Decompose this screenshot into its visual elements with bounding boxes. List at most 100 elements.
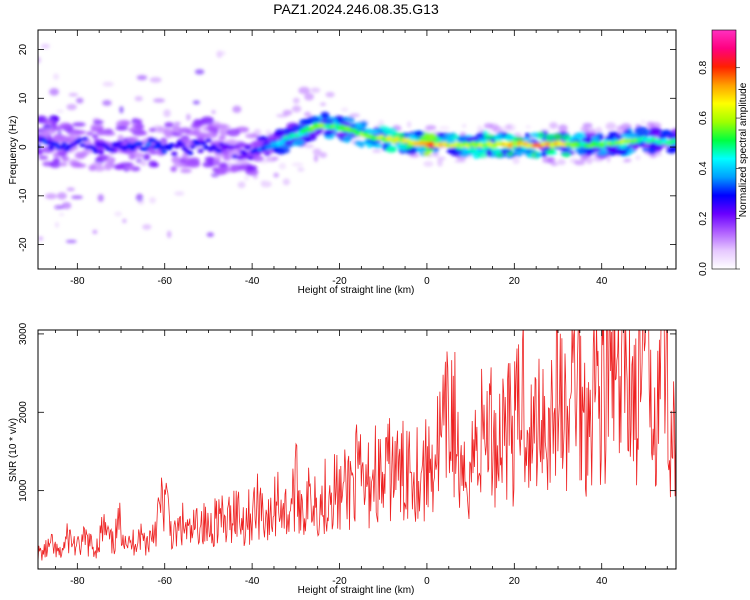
spectrogram-speckle (114, 211, 123, 217)
spectrogram-ridge-cell (228, 144, 236, 150)
spectrogram-speckle (616, 125, 624, 132)
spectrogram-speckle (291, 105, 302, 113)
spectrogram-cell (501, 148, 512, 153)
spectrogram-cell (172, 124, 181, 133)
spectrogram-cell (206, 131, 218, 139)
spectrogram-cell (42, 128, 57, 135)
spectrogram-ridge-cell (95, 142, 102, 147)
spectrogram-cell (524, 132, 531, 139)
spectrogram-cell (552, 133, 563, 140)
colorbar-tick-label: 0.0 (698, 262, 709, 276)
spectrogram-speckle (580, 155, 588, 161)
spectrogram-cell (322, 131, 333, 137)
spectrogram-ridge-cell (61, 142, 68, 147)
spectrogram-cell (51, 126, 63, 131)
spectrogram-cell (517, 149, 529, 155)
spectrogram-ridge-cell (47, 145, 55, 150)
spectrogram-xtick-label: 20 (509, 276, 521, 287)
spectrogram-ridge-cell (126, 143, 133, 148)
spectrogram-speckle (318, 152, 328, 158)
spectrogram-speckle (454, 159, 466, 163)
spectrogram-speckle (53, 73, 60, 80)
spectrogram-speckle (312, 148, 322, 156)
spectrogram-speckle (483, 122, 494, 129)
spectrogram-speckle (557, 159, 566, 166)
snr-ylabel: SNR (10 * v/v) (8, 418, 19, 482)
spectrogram-cells (38, 43, 676, 244)
spectrogram-speckle (550, 162, 558, 167)
spectrogram-xtick-label: -40 (245, 276, 260, 287)
spectrogram-ridge-cell (142, 146, 149, 152)
spectrogram-speckle (68, 93, 79, 97)
spectrogram-cell (422, 151, 431, 156)
spectrogram-ridge-cell (202, 145, 210, 150)
spectrogram-speckle (45, 193, 57, 200)
spectrogram-cell (119, 162, 134, 167)
spectrogram-cell (218, 135, 226, 141)
spectrogram-cell (164, 122, 174, 128)
spectrogram-speckle (462, 123, 467, 128)
spectrogram-speckle (438, 126, 450, 131)
spectrogram-frame (37, 29, 677, 270)
spectrogram-speckle (97, 194, 104, 202)
spectrogram-cell (444, 133, 454, 139)
spectrogram-cell (191, 122, 202, 129)
spectrogram-speckle (122, 218, 127, 224)
spectrogram-ridge-cell (205, 138, 212, 143)
spectrogram-speckle (310, 87, 321, 93)
spectrogram-cell (186, 160, 201, 168)
spectrogram-cell (385, 146, 397, 153)
spectrogram-cell (459, 152, 470, 158)
spectrogram-speckle (298, 86, 310, 95)
spectrogram-cell (536, 131, 545, 140)
spectrogram-ridge-cell (53, 142, 60, 147)
spectrogram-speckle (623, 158, 632, 162)
spectrogram-cell (653, 144, 663, 151)
spectrogram-cell (483, 133, 495, 140)
spectrogram-cell (293, 138, 305, 147)
spectrogram-speckle (635, 155, 641, 161)
spectrogram-cell (237, 164, 248, 171)
snr-xlabel: Height of straight line (km) (298, 585, 415, 596)
spectrogram-cell (75, 130, 86, 135)
spectrogram-cell (343, 135, 352, 143)
spectrogram-cell (171, 156, 181, 164)
spectrogram-cell (178, 127, 192, 134)
spectrogram-ytick-label: -10 (18, 188, 29, 203)
spectrogram-cell (358, 140, 365, 148)
spectrogram-cell (52, 157, 61, 164)
spectrogram-cell (58, 162, 68, 167)
spectrogram-speckle (260, 180, 267, 184)
snr-xtick-label: -40 (245, 576, 260, 587)
spectrogram-ridge-cell (247, 155, 254, 161)
spectrogram-speckle (149, 77, 162, 83)
spectrogram-cell (225, 139, 238, 145)
spectrogram-cell (334, 132, 348, 138)
spectrogram-speckle (646, 121, 655, 128)
spectrogram-cell (606, 144, 617, 153)
spectrogram-cell (666, 146, 676, 154)
spectrogram-speckle (503, 123, 516, 132)
spectrogram-cell (136, 119, 143, 124)
snr-xtick-label: -80 (70, 576, 85, 587)
colorbar-tick-label: 0.4 (698, 161, 709, 175)
spectrogram-xlabel: Height of straight line (km) (298, 285, 415, 296)
spectrogram-cell (414, 130, 424, 137)
spectrogram-cell (101, 131, 116, 136)
spectrogram-cell (162, 128, 174, 137)
spectrogram-cell (59, 135, 70, 144)
spectrogram-cell (142, 153, 151, 161)
spectrogram-ridge-cell (189, 144, 196, 150)
snr-xtick-label: 40 (596, 576, 608, 587)
spectrogram-speckle (49, 88, 59, 96)
spectrogram-cell (72, 122, 86, 127)
spectrogram-speckle (423, 161, 434, 167)
spectrogram-xtick-label: -20 (332, 276, 347, 287)
spectrogram-cell (86, 131, 94, 136)
colorbar-tick-label: 0.8 (698, 60, 709, 74)
spectrogram-speckle (186, 113, 191, 121)
spectrogram-ridge-cell (108, 147, 115, 152)
spectrogram-cell (74, 163, 87, 168)
spectrogram-ridge-cell (144, 142, 152, 147)
